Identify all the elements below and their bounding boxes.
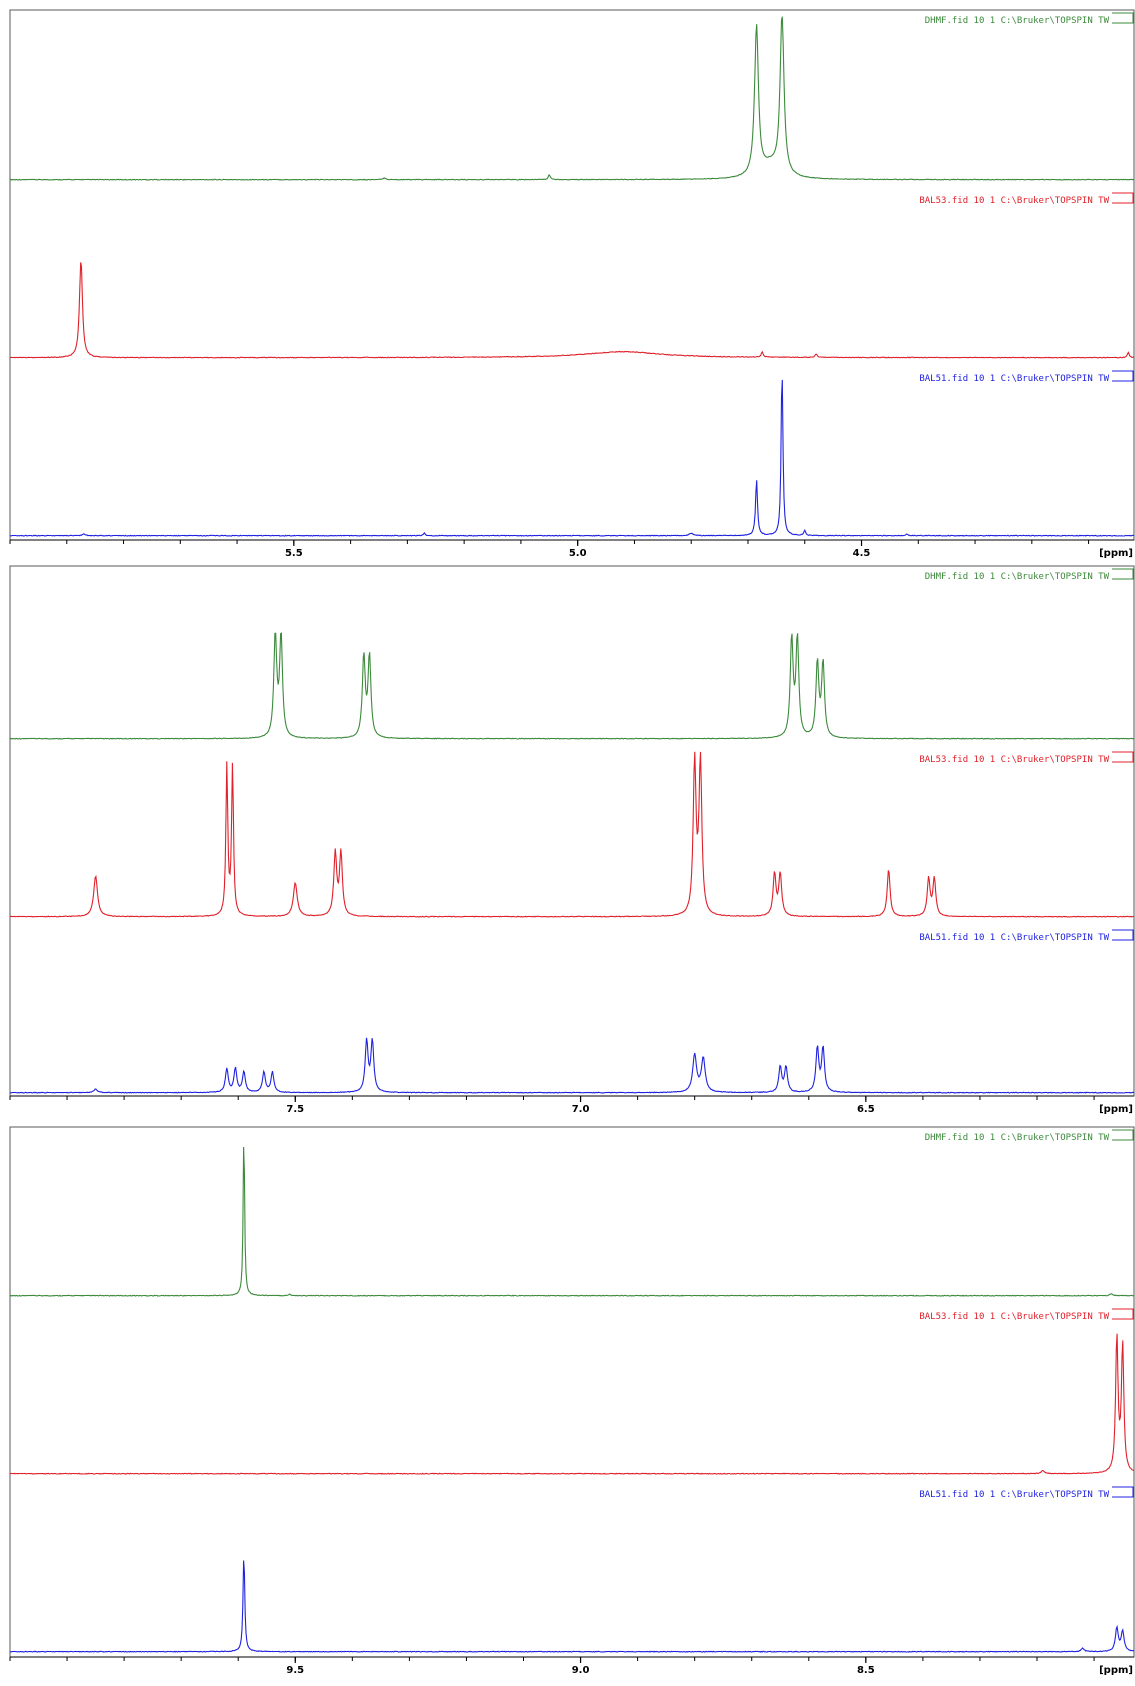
x-tick-label: 4.5 (853, 548, 871, 559)
trace-marker-red (1112, 192, 1134, 204)
trace-blue (9, 379, 1135, 537)
trace-marker-green (1112, 1129, 1134, 1141)
trace-marker-blue (1112, 1486, 1134, 1498)
x-tick-label: 9.0 (572, 1665, 590, 1676)
panel-frame (9, 565, 1135, 1097)
trace-marker-green (1112, 12, 1134, 24)
trace-label-red: BAL53.fid 10 1 C:\Bruker\TOPSPIN TW (919, 755, 1109, 765)
trace-label-blue: BAL51.fid 10 1 C:\Bruker\TOPSPIN TW (919, 933, 1109, 943)
trace-marker-green (1112, 568, 1134, 580)
trace-label-green: DHMF.fid 10 1 C:\Bruker\TOPSPIN TW (925, 16, 1110, 26)
trace-label-red: BAL53.fid 10 1 C:\Bruker\TOPSPIN TW (919, 1312, 1109, 1322)
x-tick-label: 7.5 (286, 1104, 304, 1115)
spectrum-panel-3: DHMF.fid 10 1 C:\Bruker\TOPSPIN TW BAL53.… (9, 1126, 1135, 1676)
x-tick-label: 5.5 (285, 548, 303, 559)
trace-marker-red (1112, 1308, 1134, 1320)
x-tick-label: 5.0 (569, 548, 587, 559)
trace-blue (9, 1560, 1135, 1653)
trace-green (9, 632, 1135, 740)
trace-label-blue: BAL51.fid 10 1 C:\Bruker\TOPSPIN TW (919, 374, 1109, 384)
trace-label-red: BAL53.fid 10 1 C:\Bruker\TOPSPIN TW (919, 196, 1109, 206)
x-tick-label: 7.0 (572, 1104, 590, 1115)
trace-marker-blue (1112, 370, 1134, 382)
trace-red (10, 262, 1135, 359)
panel-frame (9, 9, 1135, 541)
trace-label-blue: BAL51.fid 10 1 C:\Bruker\TOPSPIN TW (919, 1490, 1109, 1500)
trace-blue (9, 1037, 1135, 1094)
x-axis-unit-label: [ppm] (1099, 1665, 1133, 1676)
x-axis-unit-label: [ppm] (1099, 548, 1133, 559)
x-tick-label: 6.5 (857, 1104, 875, 1115)
trace-red (10, 751, 1135, 918)
trace-label-green: DHMF.fid 10 1 C:\Bruker\TOPSPIN TW (925, 1133, 1110, 1143)
x-tick-label: 8.5 (857, 1665, 875, 1676)
trace-green (9, 1146, 1135, 1297)
trace-red (10, 1333, 1135, 1475)
panel-frame (9, 1126, 1135, 1658)
trace-green (9, 16, 1135, 181)
x-axis-unit-label: [ppm] (1099, 1104, 1133, 1115)
spectrum-panel-1: DHMF.fid 10 1 C:\Bruker\TOPSPIN TW BAL53.… (9, 9, 1135, 559)
x-tick-label: 9.5 (286, 1665, 304, 1676)
spectrum-panel-2: DHMF.fid 10 1 C:\Bruker\TOPSPIN TW BAL53.… (9, 565, 1135, 1115)
trace-marker-red (1112, 751, 1134, 763)
trace-marker-blue (1112, 929, 1134, 941)
trace-label-green: DHMF.fid 10 1 C:\Bruker\TOPSPIN TW (925, 572, 1110, 582)
